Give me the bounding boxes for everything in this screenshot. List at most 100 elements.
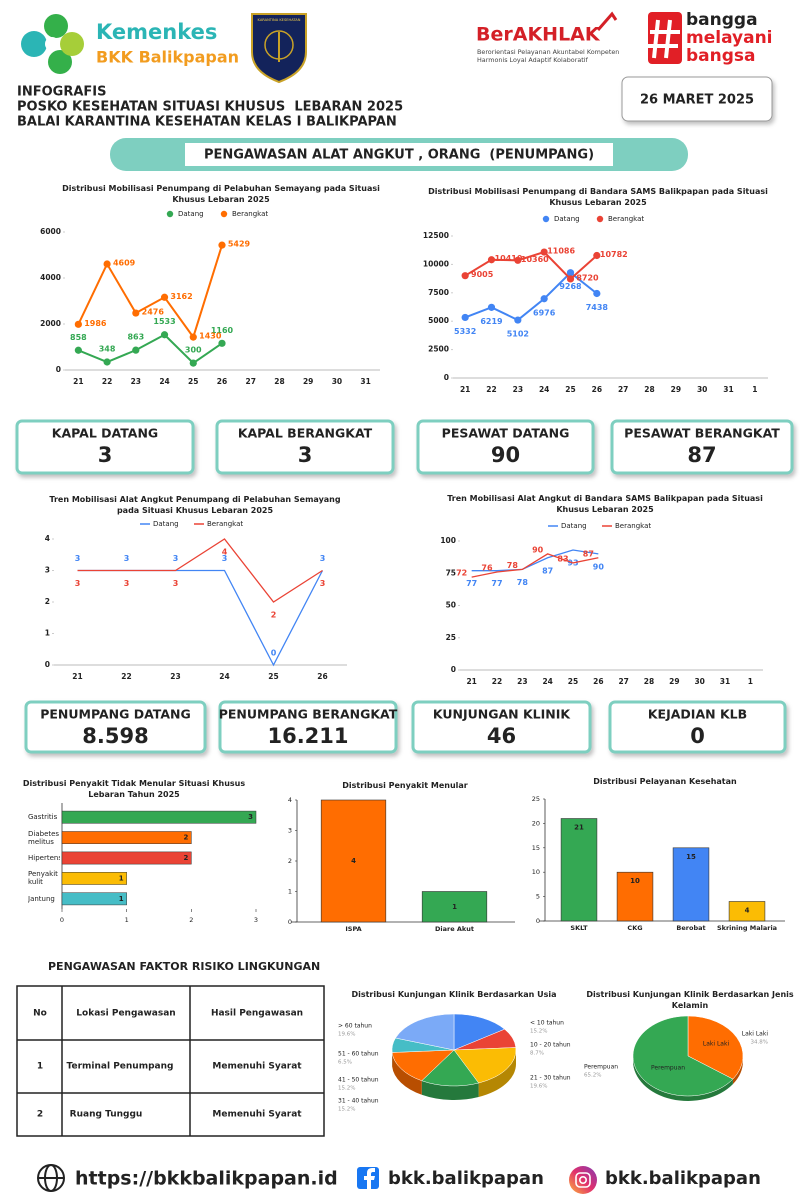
point	[540, 248, 548, 256]
point	[540, 295, 548, 303]
tagline: melayani	[686, 28, 773, 48]
y-tick-label: 4	[45, 534, 50, 543]
data-label: 5102	[507, 330, 529, 339]
x-tick-label: 0	[60, 916, 64, 924]
y-tick-label: 5	[536, 893, 540, 901]
table-cell: Ruang Tunggu	[70, 1110, 143, 1120]
point	[189, 333, 197, 341]
slice-label: Laki Laki	[742, 1031, 769, 1038]
data-label: 5429	[228, 240, 251, 249]
x-tick-label: 25	[568, 677, 578, 686]
x-tick-label: Skrining Malaria	[717, 924, 777, 932]
y-tick-label: 10000	[423, 259, 449, 268]
y-tick-label: 4	[288, 796, 292, 804]
badge-text: KARANTINA KESEHATAN	[258, 18, 301, 22]
infografis-label: INFOGRAFIS	[17, 85, 106, 100]
category-label-box: Diabetes melitus	[28, 829, 60, 846]
chart-title-box: Tren Mobilisasi Alat Angkut di Bandara S…	[447, 494, 763, 514]
category-label-box: Gastritis	[28, 813, 57, 821]
data-label: 1533	[153, 317, 175, 326]
y-tick-label: 2000	[40, 319, 61, 328]
y-tick-label: 25	[446, 633, 456, 642]
chart-title-box: Distribusi Mobilisasi Penumpang di Pelab…	[62, 184, 380, 204]
section-banner-inner	[185, 143, 613, 166]
legend-marker	[542, 215, 550, 223]
stat-value: 90	[491, 443, 520, 467]
table-title: PENGAWASAN FAKTOR RISIKO LINGKUNGAN	[48, 960, 320, 973]
chart-title: Tren Mobilisasi Alat Angkut di Bandara S…	[447, 494, 763, 514]
website: https://bkkbalikpapan.id	[75, 1168, 338, 1190]
table-cell: Memenuhi Syarat	[212, 1110, 302, 1120]
data-label: 4	[222, 548, 228, 557]
stat-label: KAPAL DATANG	[52, 426, 158, 441]
point	[566, 275, 575, 283]
x-tick-label: 24	[219, 672, 229, 681]
y-tick-label: 0	[536, 917, 540, 925]
data-label: 3	[320, 579, 326, 588]
pie-slice-side	[732, 1056, 743, 1085]
x-tick-label: 22	[102, 377, 112, 386]
series-line	[77, 569, 324, 667]
bar	[61, 851, 192, 865]
stat-value: 3	[98, 443, 113, 467]
category-label: Hipertensi	[28, 854, 60, 862]
y-tick-label: 2500	[428, 345, 449, 354]
point	[593, 251, 601, 260]
data-label: 1	[119, 874, 124, 882]
point	[514, 256, 522, 264]
category-label: Diabetes melitus	[28, 829, 60, 846]
point	[103, 358, 111, 366]
chart-title: Distribusi Kunjungan Klinik Berdasarkan …	[351, 990, 557, 999]
x-tick-label: 25	[268, 672, 278, 681]
data-label: 8720	[576, 273, 599, 282]
point	[487, 256, 496, 264]
stat-card	[411, 700, 592, 754]
berakhlak-line: Berorientasi Pelayanan Akuntabel Kompete…	[477, 48, 619, 56]
slice-value-label: 15.2%	[338, 1086, 355, 1092]
data-label: 3	[75, 579, 81, 588]
legend-label: Berangkat	[615, 522, 651, 530]
pie-slice	[687, 1015, 744, 1080]
stat-label: PENUMPANG BERANGKAT	[219, 707, 398, 722]
y-tick-label: 3	[45, 566, 50, 575]
slice-label: Perempuan	[584, 1064, 618, 1071]
data-label: 3	[124, 579, 130, 588]
data-label: 5332	[454, 327, 476, 336]
slice-value-label: 15.2%	[530, 1029, 547, 1035]
data-label: 1986	[84, 319, 107, 328]
data-label: 10782	[600, 250, 628, 259]
point	[132, 346, 140, 354]
data-label: 0	[271, 649, 277, 658]
data-label: 3	[173, 579, 179, 588]
x-tick-label: Berobat	[676, 924, 705, 932]
stat-label: PESAWAT BERANGKAT	[624, 426, 780, 441]
data-label: 10	[630, 877, 640, 885]
category-label-box: Penyakit kulit	[28, 870, 58, 886]
chart-title: Tren Mobilisasi Alat Angkut Penumpang di…	[49, 495, 341, 515]
slice-label: 21 - 30 tahun	[530, 1075, 571, 1082]
x-tick-label: 22	[486, 385, 496, 394]
x-tick-label: 24	[539, 385, 549, 394]
slice-label: 41 - 50 tahun	[338, 1077, 379, 1084]
x-tick-label: 25	[565, 385, 575, 394]
tagline: bangga	[686, 10, 758, 30]
series-line	[471, 549, 599, 572]
point	[160, 331, 169, 339]
instagram: bkk.balikpapan	[605, 1168, 761, 1189]
slice-value-label: 65.2%	[584, 1073, 601, 1079]
data-label: 87	[542, 566, 553, 575]
bar	[560, 818, 598, 922]
y-tick-label: 10	[532, 868, 540, 876]
chart-title-box: Distribusi Penyakit Menular	[342, 781, 468, 790]
chart-title-box: Distribusi Pelayanan Kesehatan	[593, 777, 736, 786]
chart-title: Distribusi Kunjungan Klinik Berdasarkan …	[586, 990, 794, 1010]
bar	[61, 831, 192, 844]
x-tick-label: 30	[697, 385, 707, 394]
data-label: 6219	[480, 317, 503, 326]
data-label: 7438	[586, 303, 609, 312]
tagline: bangsa	[686, 46, 756, 66]
chart-title-box: Distribusi Penyakit Tidak Menular Situas…	[23, 779, 245, 799]
header-title: BALAI KARANTINA KESEHATAN KELAS I BALIKP…	[17, 115, 397, 130]
